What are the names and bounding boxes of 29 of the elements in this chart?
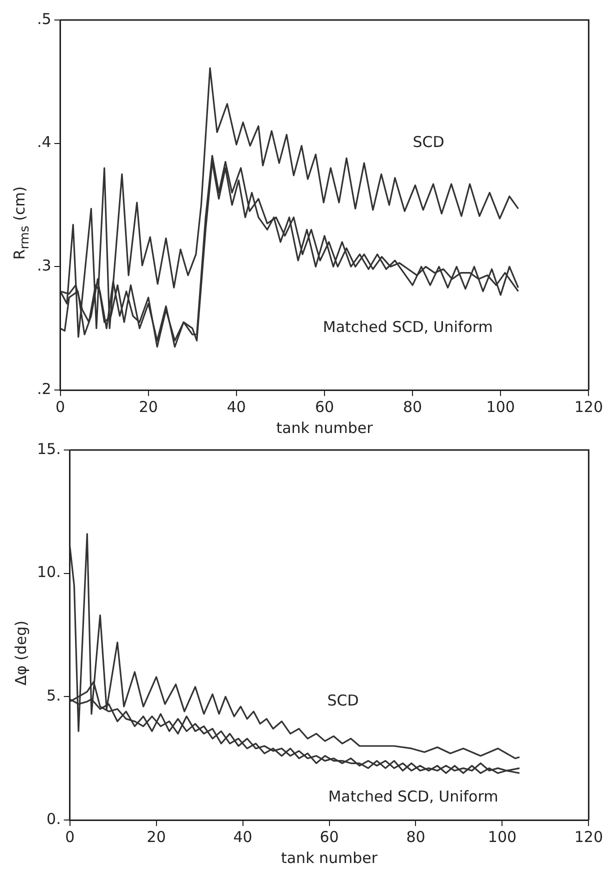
annotation: SCD [327, 691, 359, 710]
x-tick-label: 40 [226, 398, 246, 416]
y-tick-label: .5 [37, 10, 52, 28]
x-tick-label: 120 [574, 398, 604, 416]
x-tick-label: 20 [138, 398, 158, 416]
y-tick-label: 10. [36, 563, 61, 582]
x-tick-label: 60 [314, 398, 334, 416]
x-tick-label: 0 [56, 398, 66, 416]
annotation: Matched SCD, Uniform [328, 788, 498, 806]
annotation: SCD [412, 133, 444, 152]
y-tick-label: 0. [46, 810, 61, 828]
x-tick-label: 100 [486, 398, 515, 416]
x-axis-title: tank number [280, 848, 378, 867]
x-tick-label: 20 [146, 828, 166, 846]
x-tick-label: 120 [574, 828, 604, 846]
x-tick-label: 80 [403, 398, 422, 416]
annotation: Matched SCD, Uniform [322, 318, 493, 336]
x-tick-label: 80 [406, 828, 426, 846]
x-axis-title: tank number [276, 418, 374, 437]
y-tick-label: .3 [37, 256, 52, 275]
x-tick-label: 0 [65, 828, 75, 846]
x-tick-label: 100 [488, 828, 517, 846]
y-axis-title: Δφ (deg) [12, 620, 30, 686]
y-tick-label: .2 [37, 380, 52, 398]
x-tick-label: 60 [320, 828, 339, 846]
y-tick-label: 5. [46, 686, 61, 705]
y-tick-label: .4 [37, 133, 52, 152]
x-tick-label: 40 [233, 828, 252, 846]
y-tick-label: 15. [36, 440, 61, 458]
